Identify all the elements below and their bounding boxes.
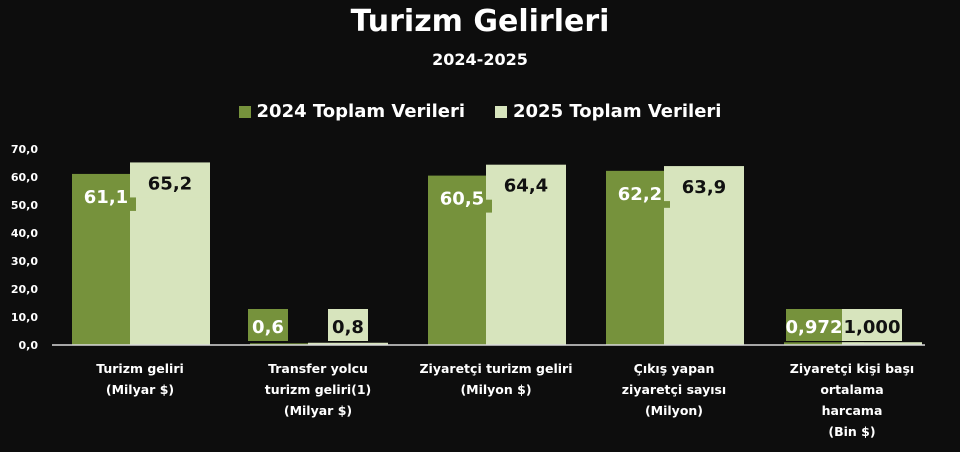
data-label-box-2024	[610, 175, 670, 208]
bar-2025	[842, 342, 922, 345]
category-label: (Milyon)	[645, 403, 703, 418]
category-label: (Bin $)	[828, 424, 875, 439]
legend-label-2025: 2025 Toplam Verileri	[513, 101, 722, 122]
data-label-box-2025	[328, 309, 368, 341]
data-label-box-2025	[130, 165, 210, 198]
category-label: (Milyon $)	[460, 382, 531, 397]
category-label: turizm geliri(1)	[265, 382, 372, 397]
bar-2024	[784, 342, 864, 345]
data-label-box-2024	[76, 178, 136, 211]
data-label-box-2024	[786, 309, 842, 341]
data-label-box-2024	[248, 309, 288, 341]
category-label: (Milyar $)	[284, 403, 352, 418]
data-label-2025: 64,4	[504, 176, 548, 197]
category-label: Ziyaretçi kişi başı	[790, 361, 914, 376]
data-label-2025: 63,9	[682, 177, 726, 198]
category-label: ortalama	[820, 382, 883, 397]
legend-swatch-2024	[238, 105, 251, 118]
category-label: Çıkış yapan	[634, 361, 715, 376]
y-tick-label: 0,0	[19, 339, 39, 352]
data-label-2024: 0,972	[786, 317, 843, 338]
y-tick-label: 50,0	[11, 199, 38, 212]
category-label: Ziyaretçi turizm geliri	[419, 361, 572, 376]
legend-label-2024: 2024 Toplam Verileri	[256, 101, 465, 122]
y-tick-label: 20,0	[11, 283, 38, 296]
bar-2025	[308, 342, 388, 345]
data-label-box-2024	[432, 180, 492, 213]
data-label-box-2025	[664, 169, 744, 202]
data-label-2024: 0,6	[252, 317, 284, 338]
y-tick-label: 60,0	[11, 171, 38, 184]
category-label: Turizm geliri	[96, 361, 184, 376]
bar-2024	[250, 343, 330, 345]
legend: 2024 Toplam Verileri 2025 Toplam Veriler…	[0, 101, 960, 122]
category-label: Transfer yolcu	[268, 361, 368, 376]
legend-item-2025: 2025 Toplam Verileri	[495, 101, 721, 122]
chart-title: Turizm Gelirleri	[350, 4, 610, 39]
y-tick-label: 30,0	[11, 255, 38, 268]
data-label-2025: 0,8	[332, 317, 364, 338]
category-label: harcama	[822, 403, 883, 418]
chart-subtitle: 2024-2025	[432, 50, 528, 69]
category-label: (Milyar $)	[106, 382, 174, 397]
data-label-2025: 1,000	[844, 317, 901, 338]
y-tick-label: 10,0	[11, 311, 38, 324]
data-label-box-2025	[842, 309, 902, 341]
category-label: ziyaretçi sayısı	[622, 382, 726, 397]
data-label-2024: 60,5	[440, 189, 484, 210]
y-tick-label: 70,0	[11, 143, 38, 156]
data-label-2025: 65,2	[148, 173, 192, 194]
data-label-box-2025	[486, 167, 566, 200]
y-tick-label: 40,0	[11, 227, 38, 240]
legend-swatch-2025	[495, 105, 507, 118]
data-label-2024: 61,1	[84, 187, 128, 208]
legend-item-2024: 2024 Toplam Verileri	[238, 101, 465, 122]
data-label-2024: 62,2	[618, 184, 662, 205]
